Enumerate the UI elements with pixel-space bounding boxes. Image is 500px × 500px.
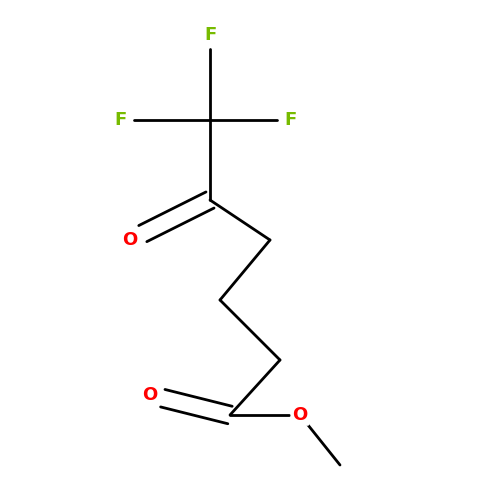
Text: O: O bbox=[122, 231, 138, 249]
Text: F: F bbox=[284, 111, 296, 129]
Text: O: O bbox=[142, 386, 158, 404]
Text: F: F bbox=[114, 111, 126, 129]
Text: O: O bbox=[292, 406, 308, 424]
Text: F: F bbox=[204, 26, 216, 44]
